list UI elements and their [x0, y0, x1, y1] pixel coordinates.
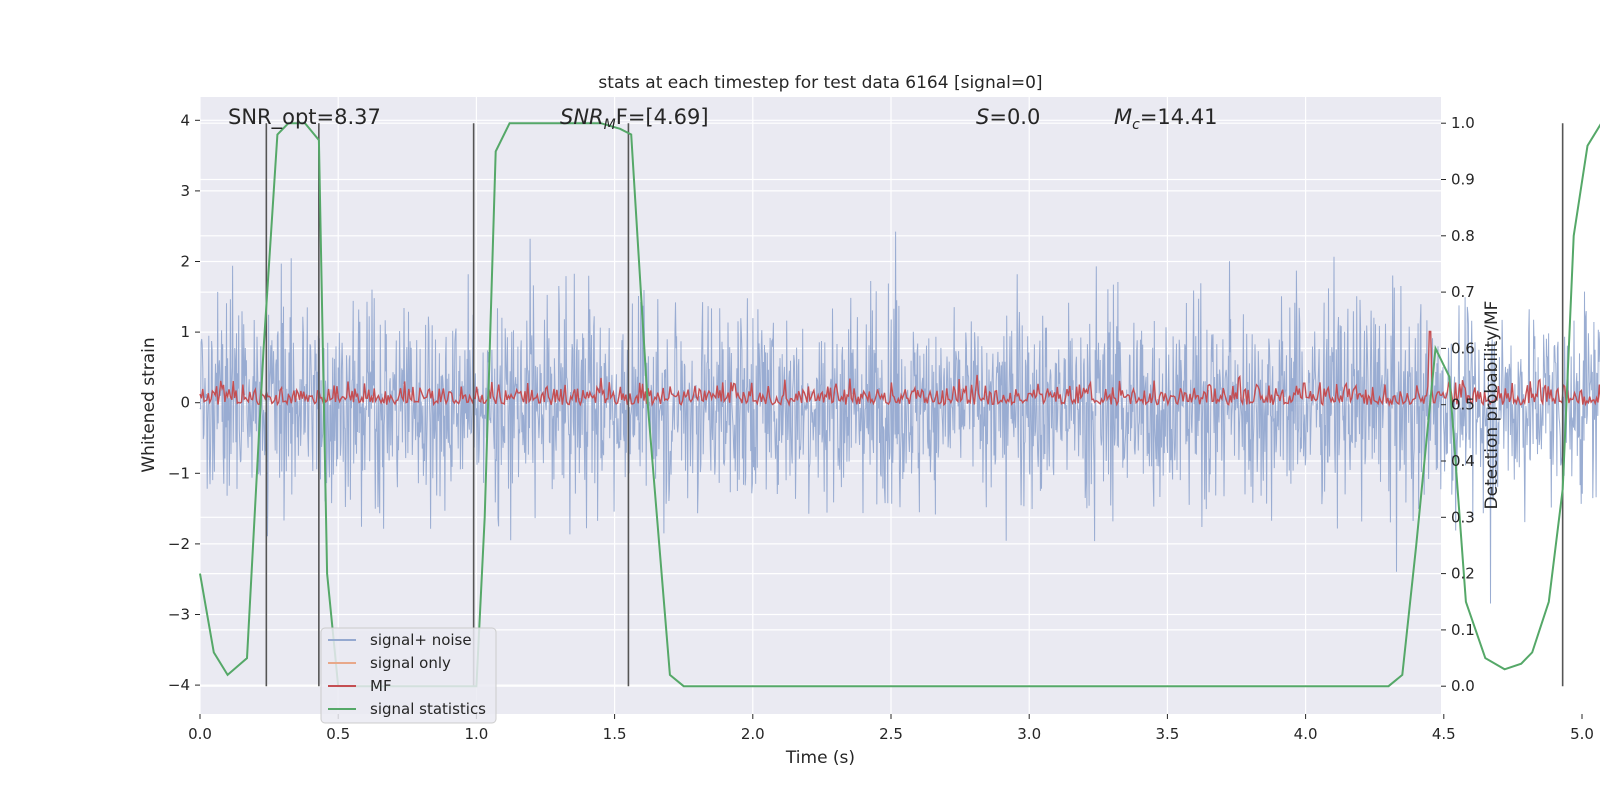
annotation-snr-opt: SNR_opt=8.37: [228, 105, 381, 130]
y-axis-label-right: Detection probability/MF: [1482, 301, 1502, 510]
vertical-markers: [265, 123, 1564, 687]
y-right-tick-label: 0.7: [1451, 283, 1475, 301]
annotation-snr-mf: SNRMF=[4.69]: [560, 105, 709, 133]
legend-box: [320, 627, 497, 724]
signal-noise-series: [199, 231, 1600, 604]
y-right-tick-label: 0.3: [1451, 508, 1475, 526]
x-tick-label: 2.5: [879, 725, 903, 743]
y-left-tick-label: −4: [168, 676, 190, 694]
x-tick-label: 5.0: [1570, 725, 1594, 743]
x-tick-label: 3.0: [1017, 725, 1041, 743]
y-right-tick-label: 0.1: [1451, 621, 1475, 639]
y-left-tick-label: 4: [180, 111, 190, 129]
x-tick-label: 1.5: [603, 725, 627, 743]
y-left-tick-label: 1: [180, 323, 190, 341]
legend-label-signal-statistics: signal statistics: [370, 700, 486, 718]
legend-label-signal-noise: signal+ noise: [370, 631, 472, 649]
y-right-tick-label: 0.4: [1451, 452, 1475, 470]
legend-label-signal-only: signal only: [370, 654, 451, 672]
x-tick-label: 1.0: [464, 725, 488, 743]
y-right-tick-label: 0.8: [1451, 227, 1475, 245]
y-right-tick-label: 1.0: [1451, 114, 1475, 132]
mf-line: [199, 330, 1600, 408]
y-right-tick-label: 0.6: [1451, 339, 1475, 357]
annotation-mc: Mc=14.41: [1114, 105, 1218, 133]
y-right-tick-label: 0.2: [1451, 565, 1475, 583]
y-right-tick-label: 0.9: [1451, 171, 1475, 189]
y-axis-label-left: Whitened strain: [139, 337, 159, 472]
mf-series: [199, 330, 1600, 408]
x-tick-label: 4.5: [1432, 725, 1456, 743]
y-left-tick-label: −3: [168, 606, 190, 624]
x-tick-label: 3.5: [1155, 725, 1179, 743]
legend-label-mf: MF: [370, 677, 392, 695]
x-tick-label: 0.5: [326, 725, 350, 743]
y-left-tick-label: 0: [180, 394, 190, 412]
y-left-tick-label: −1: [168, 464, 190, 482]
ticks: 0.00.51.01.52.02.53.03.54.04.55.05.56.06…: [168, 111, 1594, 743]
x-tick-label: 2.0: [741, 725, 765, 743]
y-left-tick-label: 3: [180, 182, 190, 200]
y-left-tick-label: 2: [180, 253, 190, 271]
chart-title: stats at each timestep for test data 616…: [598, 73, 1042, 93]
y-right-tick-label: 0.5: [1451, 396, 1475, 414]
annotation-s: S=0.0: [976, 105, 1040, 129]
legend: signal+ noise signal only MF signal stat…: [320, 627, 497, 724]
y-left-tick-label: −2: [168, 535, 190, 553]
y-right-tick-label: 0.0: [1451, 677, 1475, 695]
signal-noise-line: [199, 231, 1600, 604]
x-tick-label: 0.0: [188, 725, 212, 743]
x-axis-label: Time (s): [785, 748, 855, 768]
x-tick-label: 4.0: [1294, 725, 1318, 743]
